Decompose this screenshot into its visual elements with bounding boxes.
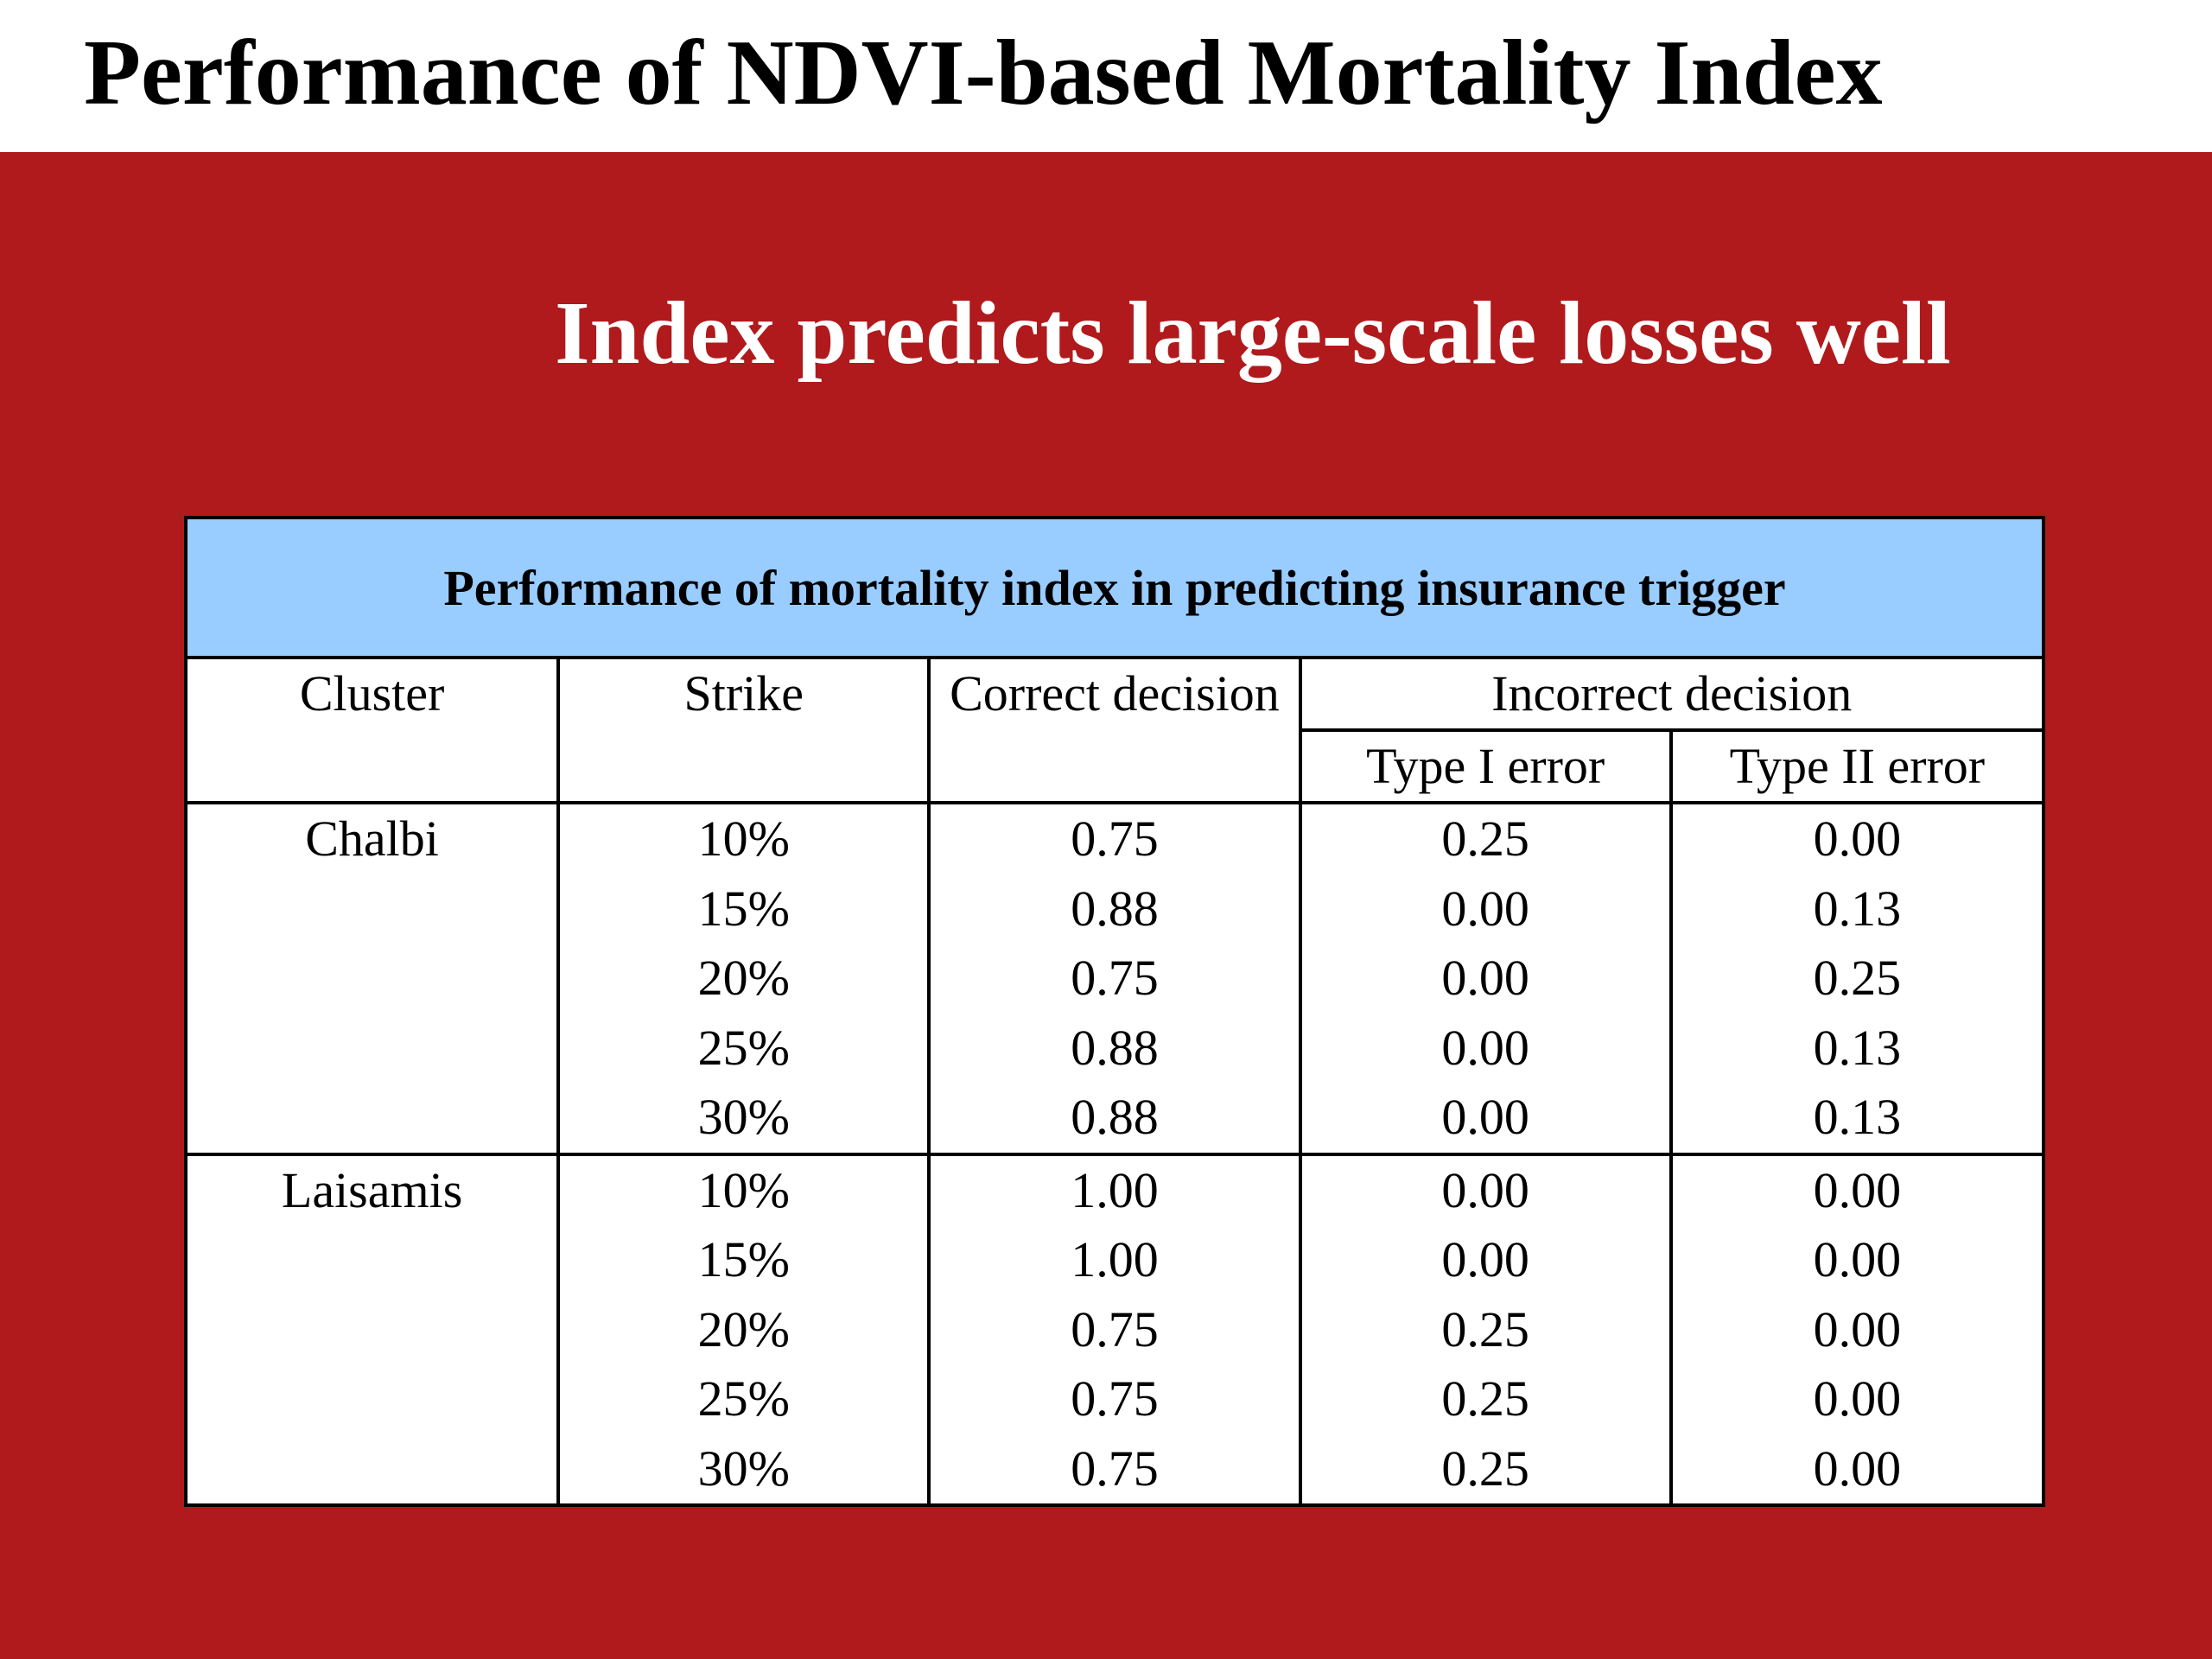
header-cluster: Cluster — [188, 658, 561, 804]
performance-table-container: Performance of mortality index in predic… — [184, 516, 2045, 1507]
correct-decision-cell: 0.75 — [929, 1364, 1302, 1434]
table-row: 25% 0.75 0.25 0.00 — [188, 1364, 2042, 1434]
type1-error-cell: 0.00 — [1300, 944, 1673, 1014]
correct-decision-cell: 0.75 — [929, 1294, 1302, 1364]
correct-decision-cell: 0.75 — [929, 944, 1302, 1014]
type2-error-cell: 0.25 — [1813, 950, 1902, 1006]
type1-error-cell: 0.25 — [1300, 1433, 1673, 1503]
performance-table: Performance of mortality index in predic… — [188, 519, 2042, 1503]
table-row: Laisamis 10% 1.00 0.00 0.00 — [188, 1154, 2042, 1503]
strike-cell: 10% — [558, 803, 931, 874]
type1-error-cell: 0.00 — [1300, 1013, 1673, 1083]
header-correct-decision: Correct decision — [929, 658, 1302, 804]
strike-cell: 25% — [558, 1364, 931, 1434]
type1-error-cell: 0.00 — [1300, 874, 1673, 944]
type1-error-cell: 0.00 — [1300, 1154, 1673, 1225]
type1-error-cell: 0.00 — [1300, 1225, 1673, 1295]
table-body: Chalbi 10% 0.75 0.25 0.00 15% 0.88 0.00 0.13 20% 0… — [188, 803, 2042, 1503]
header-strike: Strike — [558, 658, 931, 804]
correct-decision-cell: 0.88 — [929, 1083, 1302, 1156]
type2-error-cell: 0.00 — [1813, 1161, 1902, 1218]
type2-error-cell: 0.00 — [1813, 1300, 1902, 1357]
table-row: 15% 0.88 0.00 0.13 — [188, 874, 2042, 944]
table-caption: Performance of mortality index in predic… — [188, 519, 2042, 659]
strike-cell: 10% — [558, 1154, 931, 1225]
strike-cell: 20% — [558, 1294, 931, 1364]
type1-error-cell: 0.00 — [1300, 1083, 1673, 1156]
header-type2-error: Type II error — [1670, 728, 2042, 804]
type2-error-cell: 0.00 — [1813, 1370, 1902, 1427]
table-row: 25% 0.88 0.00 0.13 — [188, 1013, 2042, 1083]
strike-cell: 30% — [558, 1433, 931, 1503]
cluster-cell: Laisamis — [188, 1154, 561, 1503]
strike-cell: 15% — [558, 874, 931, 944]
strike-cell: 25% — [558, 1013, 931, 1083]
strike-cell: 15% — [558, 1225, 931, 1295]
type1-error-cell: 0.25 — [1300, 803, 1673, 874]
type2-error-cell: 0.00 — [1813, 1231, 1902, 1287]
slide-subtitle: Index predicts large-scale losses well — [555, 283, 1951, 383]
title-bar: Performance of NDVI-based Mortality Inde… — [0, 0, 2212, 152]
type2-error-cell: 0.00 — [1813, 1440, 1902, 1497]
table-row: 20% 0.75 0.25 0.00 — [188, 1294, 2042, 1364]
correct-decision-cell: 1.00 — [929, 1225, 1302, 1295]
strike-cell: 20% — [558, 944, 931, 1014]
type2-error-cell: 0.13 — [1813, 1019, 1902, 1076]
table-row: Chalbi 10% 0.75 0.25 0.00 — [188, 803, 2042, 1156]
cluster-cell: Chalbi — [188, 803, 561, 1156]
table-row: 30% 0.75 0.25 0.00 — [188, 1433, 2042, 1503]
correct-decision-cell: 0.75 — [929, 1433, 1302, 1503]
slide-title: Performance of NDVI-based Mortality Inde… — [84, 22, 1883, 124]
header-type1-error: Type I error — [1300, 728, 1673, 804]
type1-error-cell: 0.25 — [1300, 1364, 1673, 1434]
table-row: 15% 1.00 0.00 0.00 — [188, 1225, 2042, 1295]
correct-decision-cell: 0.88 — [929, 1013, 1302, 1083]
type2-error-cell: 0.13 — [1813, 880, 1902, 937]
correct-decision-cell: 1.00 — [929, 1154, 1302, 1225]
correct-decision-cell: 0.75 — [929, 803, 1302, 874]
table-row: 30% 0.88 0.00 0.13 — [188, 1083, 2042, 1156]
header-incorrect-decision: Incorrect decision — [1491, 665, 1853, 721]
type2-error-cell: 0.13 — [1670, 1083, 2042, 1156]
table-row: 20% 0.75 0.00 0.25 — [188, 944, 2042, 1014]
correct-decision-cell: 0.88 — [929, 874, 1302, 944]
strike-cell: 30% — [558, 1083, 931, 1156]
type2-error-cell: 0.00 — [1813, 810, 1902, 867]
type1-error-cell: 0.25 — [1300, 1294, 1673, 1364]
